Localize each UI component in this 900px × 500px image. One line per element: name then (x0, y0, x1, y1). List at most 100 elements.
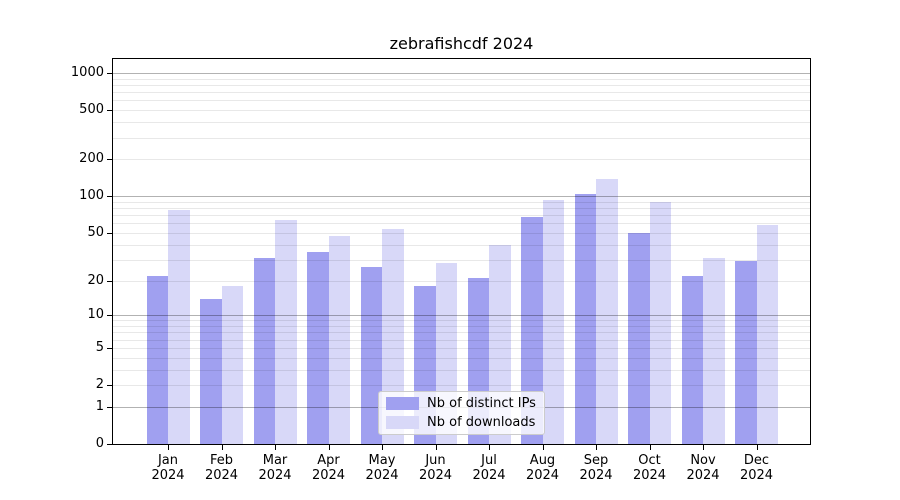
y-tick-1000 (107, 73, 112, 75)
x-tick-label-dec: Dec 2024 (739, 453, 774, 483)
bar-nb-of-distinct-ips-nov (681, 275, 703, 444)
y-tick-10 (107, 315, 112, 317)
y-tick-label-20: 20 (87, 272, 104, 288)
gridline-minor-9 (113, 320, 810, 322)
y-tick-label-1000: 1000 (70, 65, 104, 81)
y-tick-100 (107, 196, 112, 198)
gridline-minor-40 (113, 244, 810, 246)
gridline-minor-8 (113, 326, 810, 328)
bar-nb-of-downloads-dec (756, 225, 778, 444)
chart-title: zebrafishcdf 2024 (389, 34, 534, 53)
bar-nb-of-distinct-ips-apr (307, 251, 329, 444)
gridline-minor-400 (113, 122, 810, 124)
y-tick-5 (107, 347, 112, 349)
x-tick-label-oct: Oct 2024 (632, 453, 667, 483)
y-tick-2 (107, 385, 112, 387)
gridline-minor-60 (113, 223, 810, 225)
bar-nb-of-downloads-feb (221, 285, 243, 444)
gridline-minor-70 (113, 215, 810, 217)
y-tick-label-200: 200 (79, 151, 104, 167)
x-tick-jun (435, 445, 437, 450)
gridline-minor-2 (113, 385, 810, 387)
y-tick-50 (107, 232, 112, 234)
gridline-minor-3 (113, 369, 810, 371)
bar-nb-of-downloads-jan (168, 210, 190, 444)
x-tick-label-aug: Aug 2024 (525, 453, 560, 483)
x-tick-jan (168, 445, 169, 450)
bar-nb-of-downloads-nov (703, 257, 725, 444)
bar-nb-of-distinct-ips-feb (200, 298, 222, 444)
bar-nb-of-distinct-ips-oct (628, 232, 650, 444)
bar-nb-of-downloads-sep (596, 179, 618, 444)
gridline-minor-4 (113, 357, 810, 359)
bar-nb-of-distinct-ips-sep (574, 193, 596, 444)
x-tick-sep (596, 445, 597, 450)
legend-item-distinct-ips: Nb of distinct IPs (386, 395, 537, 413)
bar-nb-of-downloads-oct (649, 201, 671, 444)
y-tick-label-10: 10 (87, 307, 104, 323)
bar-nb-of-downloads-aug (542, 200, 564, 444)
gridline-minor-600 (113, 100, 810, 102)
legend-swatch-downloads (386, 415, 419, 429)
y-tick-20 (107, 280, 112, 282)
bar-nb-of-downloads-may (382, 228, 404, 444)
gridline-minor-5 (113, 347, 810, 349)
gridline-minor-7 (113, 332, 810, 334)
y-tick-label-100: 100 (79, 188, 104, 204)
bar-nb-of-distinct-ips-aug (521, 216, 543, 444)
y-tick-label-1: 1 (95, 398, 104, 414)
x-tick-feb (221, 445, 223, 450)
x-tick-apr (328, 445, 330, 450)
x-tick-mar (275, 445, 276, 450)
gridline-major-100 (113, 196, 810, 198)
y-tick-0 (107, 444, 112, 445)
x-tick-jul (489, 445, 490, 450)
legend-label-distinct-ips: Nb of distinct IPs (427, 396, 536, 412)
gridline-minor-200 (113, 159, 810, 161)
y-tick-label-5: 5 (95, 339, 104, 355)
bar-nb-of-downloads-mar (275, 219, 297, 444)
bar-nb-of-downloads-apr (328, 236, 350, 444)
x-tick-label-may: May 2024 (365, 453, 399, 483)
x-tick-label-nov: Nov 2024 (686, 453, 720, 483)
bar-nb-of-distinct-ips-mar (253, 257, 275, 444)
x-tick-label-jun: Jun 2024 (418, 453, 453, 483)
x-tick-label-feb: Feb 2024 (204, 453, 239, 483)
y-tick-1 (107, 406, 112, 408)
gridline-minor-300 (113, 137, 810, 139)
x-tick-label-mar: Mar 2024 (258, 453, 292, 483)
y-tick-label-50: 50 (87, 224, 104, 240)
y-tick-label-500: 500 (79, 102, 104, 118)
y-tick-label-0: 0 (95, 436, 104, 451)
legend-label-downloads: Nb of downloads (427, 414, 536, 430)
legend-item-downloads: Nb of downloads (386, 413, 537, 431)
x-tick-label-jan: Jan 2024 (151, 453, 185, 483)
legend-swatch-distinct-ips (386, 397, 419, 411)
x-tick-label-apr: Apr 2024 (311, 453, 346, 483)
gridline-major-10 (113, 315, 810, 317)
gridline-minor-500 (113, 110, 810, 112)
gridline-minor-30 (113, 259, 810, 261)
bar-nb-of-distinct-ips-jan (146, 275, 168, 444)
gridline-minor-800 (113, 85, 810, 87)
x-tick-aug (542, 445, 544, 450)
gridline-minor-900 (113, 78, 810, 80)
gridline-major-1000 (113, 73, 810, 75)
x-tick-may (382, 445, 383, 450)
bar-nb-of-distinct-ips-may (360, 267, 382, 444)
gridline-minor-20 (113, 280, 810, 282)
y-tick-200 (107, 159, 112, 161)
x-tick-label-sep: Sep 2024 (579, 453, 613, 483)
gridline-minor-80 (113, 208, 810, 210)
gridline-minor-6 (113, 339, 810, 341)
y-tick-label-2: 2 (95, 377, 104, 393)
x-tick-nov (703, 445, 704, 450)
x-tick-dec (756, 445, 758, 450)
gridline-minor-90 (113, 201, 810, 203)
gridline-minor-50 (113, 232, 810, 234)
x-tick-label-jul: Jul 2024 (472, 453, 506, 483)
y-tick-500 (107, 110, 112, 112)
x-tick-oct (649, 445, 651, 450)
plot-area (112, 58, 811, 445)
